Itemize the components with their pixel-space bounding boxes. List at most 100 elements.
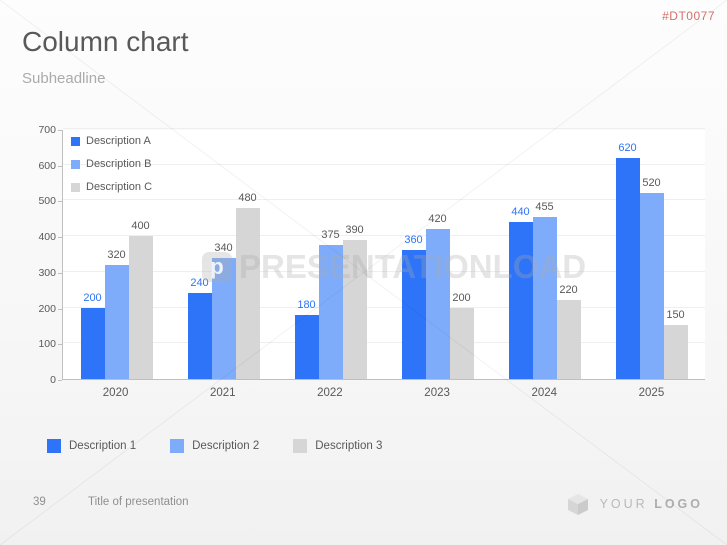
y-axis-tick-400 — [58, 237, 62, 239]
bar-value-label: 200 — [452, 291, 471, 304]
bar-description-a-2023: 360 — [401, 234, 426, 379]
bar-value-label: 440 — [511, 205, 530, 218]
gridline-300 — [63, 270, 705, 272]
bar-description-b-2023: 420 — [425, 213, 450, 379]
bar-value-label: 360 — [404, 234, 423, 247]
chart-legend-swatch — [71, 182, 80, 192]
chart-legend-label: Description A — [86, 135, 151, 147]
legend-label-1: Description 1 — [69, 440, 137, 452]
y-axis-label-300: 300 — [38, 266, 56, 279]
chart-legend: Description A Description B Description C — [71, 135, 152, 204]
y-axis-tick-0 — [58, 380, 62, 381]
x-axis-label-2020: 2020 — [102, 387, 129, 399]
bar-group-2020: 200 320 400 — [63, 130, 170, 379]
bar-value-label: 420 — [428, 213, 447, 225]
y-axis-tick-200 — [58, 308, 62, 310]
bar-description-a-2020: 200 — [80, 292, 105, 379]
bar-description-a-2025: 620 — [615, 142, 640, 379]
y-axis-label-600: 600 — [38, 159, 56, 172]
y-axis-label-0: 0 — [50, 374, 56, 386]
bar-value-label: 340 — [214, 241, 233, 254]
bar-value-label: 375 — [321, 229, 340, 242]
gridline-100 — [63, 342, 705, 344]
your-logo-placeholder: YOUR LOGO — [566, 492, 703, 516]
gridline-200 — [63, 306, 705, 308]
slide-subtitle: Subheadline — [22, 70, 106, 87]
legend-label-3: Description 3 — [315, 440, 383, 452]
bar-group-2025: 620 520 150 — [598, 130, 705, 379]
bar-description-c-2025: 150 — [663, 309, 688, 379]
y-axis-label-100: 100 — [38, 338, 56, 351]
y-axis-tick-300 — [58, 272, 62, 274]
x-axis-label-2024: 2024 — [531, 387, 558, 399]
x-axis: 2020 2021 2022 2023 2024 2025 — [62, 387, 705, 399]
chart-legend-item-description-a: Description A — [71, 135, 152, 147]
bar-value-label: 200 — [83, 291, 102, 304]
chart-legend-swatch — [71, 136, 80, 146]
chart-legend-item-description-b: Description B — [71, 158, 152, 170]
bottom-legend: Description 1 Description 2 Description … — [47, 439, 416, 453]
bar-group-2022: 180 375 390 — [277, 130, 384, 379]
gridline-500 — [63, 199, 705, 201]
x-axis-label-2021: 2021 — [209, 387, 236, 399]
your-logo-text: YOUR LOGO — [600, 497, 703, 511]
bar-group-2024: 440 455 220 — [491, 130, 598, 379]
bar-value-label: 480 — [238, 191, 257, 204]
bar-description-c-2023: 200 — [449, 292, 474, 379]
bar-value-label: 390 — [345, 223, 364, 236]
gridline-600 — [63, 163, 705, 165]
logo-word-logo: LOGO — [654, 497, 703, 511]
chart-legend-label: Description B — [86, 158, 152, 170]
bottom-legend-item-1: Description 1 — [47, 439, 136, 453]
bar-value-label: 520 — [642, 177, 661, 190]
bar-value-label: 455 — [535, 200, 554, 213]
y-axis-label-700: 700 — [38, 124, 56, 136]
x-axis-label-2022: 2022 — [317, 387, 343, 399]
legend-swatch-2 — [170, 439, 185, 453]
bar-description-c-2024: 220 — [556, 284, 581, 379]
column-chart-plot: 200 320 400 240 340 480 180 375 390 360 420 200 440 4… — [62, 128, 705, 380]
chart-legend-label: Description C — [86, 181, 153, 193]
bar-description-a-2021: 240 — [187, 277, 212, 379]
x-axis-label-2023: 2023 — [424, 387, 450, 399]
bar-description-a-2024: 440 — [508, 206, 533, 379]
bar-value-label: 320 — [107, 248, 126, 261]
bar-description-c-2022: 390 — [342, 224, 367, 379]
bar-group-2021: 240 340 480 — [170, 130, 277, 379]
y-axis-tick-100 — [58, 344, 62, 346]
bar-value-label: 240 — [190, 277, 209, 290]
bar-description-b-2025: 520 — [639, 177, 664, 379]
legend-swatch-1 — [47, 439, 61, 453]
bar-description-b-2024: 455 — [532, 201, 557, 379]
legend-swatch-3 — [293, 439, 308, 453]
y-axis-tick-600 — [58, 165, 62, 167]
bottom-legend-item-3: Description 3 — [293, 439, 382, 453]
y-axis-label-500: 500 — [38, 195, 56, 208]
slide-title: Column chart — [22, 26, 189, 57]
chart-legend-item-description-c: Description C — [71, 181, 152, 193]
bar-value-label: 220 — [559, 284, 578, 297]
gridline-400 — [63, 235, 705, 237]
bar-description-b-2020: 320 — [104, 249, 129, 379]
x-axis-label-2025: 2025 — [638, 387, 665, 399]
y-axis-label-400: 400 — [38, 231, 56, 244]
product-code: #DT0077 — [662, 9, 715, 23]
bar-value-label: 620 — [618, 141, 637, 154]
cube-logo-icon — [567, 494, 588, 515]
bar-description-b-2022: 375 — [318, 229, 343, 379]
page-number: 39 — [33, 496, 46, 508]
gridline-700 — [63, 128, 705, 129]
bar-description-b-2021: 340 — [211, 242, 236, 379]
y-axis-tick-700 — [58, 130, 62, 131]
bar-value-label: 400 — [131, 220, 150, 233]
bar-description-c-2021: 480 — [235, 192, 260, 379]
legend-label-2: Description 2 — [192, 440, 260, 452]
bar-group-2023: 360 420 200 — [384, 130, 491, 379]
logo-word-your: YOUR — [599, 497, 648, 511]
chart-legend-swatch — [71, 159, 80, 169]
bar-value-label: 180 — [297, 298, 316, 311]
footer-presentation-title: Title of presentation — [88, 496, 189, 508]
bar-value-label: 150 — [666, 309, 685, 322]
bar-description-c-2020: 400 — [128, 220, 153, 379]
